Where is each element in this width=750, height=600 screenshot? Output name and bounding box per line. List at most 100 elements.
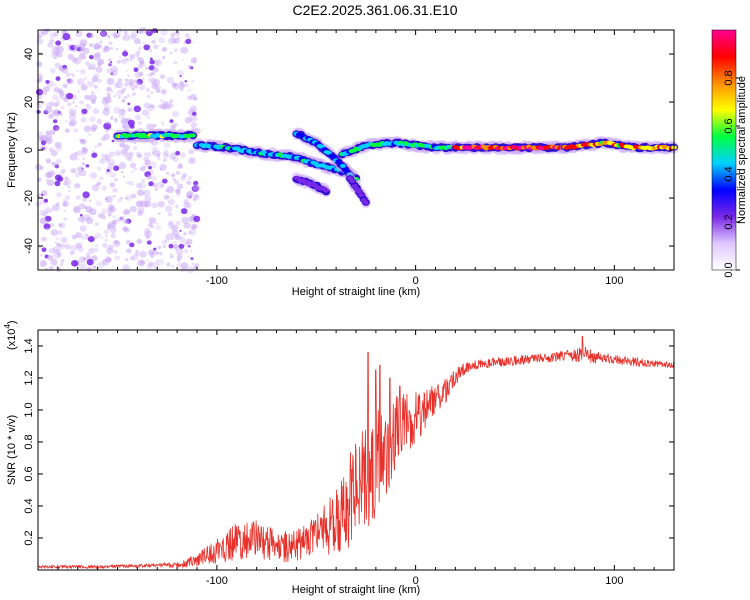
noise-blob [122,208,130,216]
noise-blob [55,101,61,107]
noise-blob [54,57,57,60]
noise-blob [155,85,161,91]
noise-blob [103,134,110,140]
noise-blob [189,114,198,122]
noise-blob [45,130,51,136]
noise-blob [56,145,63,152]
noise-blob [158,37,166,44]
noise-blob [134,52,140,57]
noise-blob [175,150,181,156]
noise-blob [124,81,130,87]
noise-blob [126,94,131,98]
noise-blob [168,37,176,45]
noise-blob [172,110,179,118]
noise-blob [78,53,86,60]
noise-blob [161,104,167,110]
spectrogram-x-axis-label: Height of straight line (km) [292,286,420,298]
noise-blob [129,59,133,62]
noise-blob [130,256,135,261]
noise-blob [157,156,161,160]
noise-blob [136,238,143,244]
noise-blob [180,175,186,181]
noise-blob [127,102,131,106]
noise-blob [60,236,68,244]
noise-blob [151,39,156,44]
snr-y-multiplier-close: ) [6,320,18,324]
noise-blob [137,210,143,216]
noise-blob [72,205,81,213]
noise-blob [179,152,186,158]
x-tick-label: 100 [605,275,623,287]
noise-blob [75,105,78,108]
noise-blob [64,243,71,250]
noise-blob [148,165,153,170]
noise-blob [108,63,112,67]
noise-blob [59,113,63,116]
noise-blob [162,178,168,184]
noise-blob [145,66,149,71]
noise-blob [167,222,175,229]
noise-blob [45,267,48,270]
noise-blob [80,68,86,75]
noise-blob [107,223,112,228]
noise-blob [177,70,184,76]
noise-blob [36,109,41,114]
noise-blob [98,51,101,54]
noise-blob [82,191,90,199]
noise-blob [165,171,170,175]
noise-blob [180,208,188,215]
noise-blob [61,67,69,74]
noise-blob [79,138,86,145]
noise-blob [177,258,181,262]
noise-blob [81,162,86,166]
noise-blob [114,178,118,182]
noise-blob [124,152,133,160]
noise-blob [106,247,114,255]
noise-blob [62,83,68,89]
noise-blob [183,241,190,247]
noise-blob [91,184,100,192]
noise-blob [117,89,121,92]
noise-blob [87,65,93,70]
noise-blob [133,79,138,84]
noise-blob [164,149,169,153]
noise-blob [109,117,113,120]
noise-blob [131,171,134,174]
noise-blob [172,241,178,246]
noise-blob [68,113,77,121]
noise-blob [120,118,128,124]
noise-blob [85,217,94,225]
y-tick-label: 0.2 [23,530,35,545]
y-tick-label: 40 [23,48,35,60]
noise-blob [67,185,71,188]
noise-blob [184,80,188,83]
noise-blob [74,57,79,61]
noise-blob [52,94,59,100]
noise-blob [85,164,90,168]
trace-core [349,179,356,184]
noise-blob [156,259,159,262]
noise-blob [160,184,165,188]
noise-blob [84,61,91,66]
noise-blob [189,105,198,112]
noise-blob [137,28,144,34]
noise-blob [125,58,129,62]
noise-blob [133,83,139,89]
noise-blob [144,159,151,166]
noise-blob [121,154,125,157]
noise-blob [55,40,61,46]
noise-blob [151,82,159,90]
noise-blob [182,58,185,61]
noise-blob [142,41,146,45]
noise-blob [171,104,175,108]
noise-blob [159,163,167,171]
noise-blob [105,120,112,126]
noise-blob [131,87,135,91]
noise-blob [86,103,90,107]
spectrogram-traces-layer [112,127,679,209]
noise-blob [169,99,174,103]
noise-blob [173,235,179,240]
noise-blob [169,119,174,123]
noise-blob [44,134,53,141]
noise-blob [110,117,114,121]
